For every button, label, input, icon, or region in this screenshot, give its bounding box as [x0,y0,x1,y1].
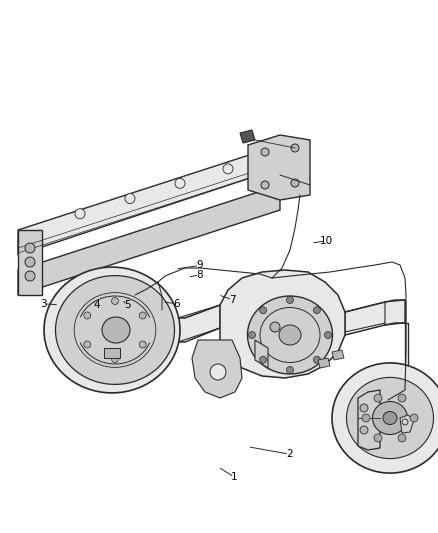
Polygon shape [104,348,120,358]
Text: 10: 10 [320,236,333,246]
Ellipse shape [102,317,130,343]
Polygon shape [318,358,330,368]
Ellipse shape [372,401,407,434]
Ellipse shape [56,276,174,384]
Circle shape [260,307,267,314]
Text: 5: 5 [124,300,131,310]
Circle shape [175,179,185,188]
Polygon shape [248,135,310,200]
Circle shape [261,181,269,189]
Ellipse shape [383,411,397,424]
Polygon shape [220,270,345,378]
Circle shape [374,394,382,402]
Circle shape [210,364,226,380]
Circle shape [313,307,320,314]
Circle shape [313,356,320,364]
Ellipse shape [332,363,438,473]
Text: 2: 2 [286,449,293,459]
Text: 4: 4 [93,300,100,310]
Polygon shape [178,305,220,342]
Circle shape [325,332,332,338]
Text: 1: 1 [231,472,238,482]
Circle shape [260,356,267,364]
Circle shape [261,148,269,156]
Polygon shape [18,230,42,295]
Polygon shape [240,130,255,143]
Circle shape [374,434,382,442]
Circle shape [223,164,233,174]
Circle shape [139,312,146,319]
Text: 3: 3 [40,299,47,309]
Circle shape [25,243,35,253]
Polygon shape [255,340,268,368]
Circle shape [75,209,85,219]
Polygon shape [345,302,390,332]
Circle shape [112,297,119,304]
Text: 9: 9 [196,261,203,270]
Circle shape [112,356,119,362]
Polygon shape [18,185,280,295]
Polygon shape [332,350,344,360]
Circle shape [360,404,368,412]
Ellipse shape [279,325,301,345]
Circle shape [25,271,35,281]
Circle shape [270,322,280,332]
Circle shape [25,257,35,267]
Circle shape [125,193,135,204]
Ellipse shape [247,296,332,374]
Polygon shape [358,390,380,450]
Circle shape [286,367,293,374]
Polygon shape [18,145,280,255]
Circle shape [362,414,370,422]
Ellipse shape [346,377,434,458]
Circle shape [360,426,368,434]
Text: 6: 6 [173,299,180,309]
Circle shape [84,341,91,348]
Polygon shape [192,340,242,398]
Circle shape [84,312,91,319]
Circle shape [248,332,255,338]
Polygon shape [385,300,405,325]
Circle shape [286,296,293,303]
Circle shape [291,144,299,152]
Circle shape [139,341,146,348]
Text: 7: 7 [229,295,236,304]
Ellipse shape [260,308,320,362]
Polygon shape [400,415,414,433]
Text: 8: 8 [196,270,203,280]
Circle shape [410,414,418,422]
Ellipse shape [44,267,180,393]
Circle shape [398,394,406,402]
Circle shape [398,434,406,442]
Circle shape [291,179,299,187]
